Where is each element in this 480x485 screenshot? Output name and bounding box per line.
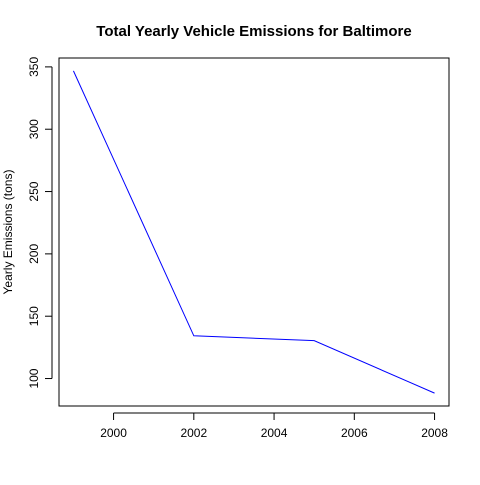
y-tick-label: 300 [27, 119, 41, 139]
x-tick-label: 2008 [421, 426, 448, 440]
y-tick-label: 150 [27, 306, 41, 326]
y-tick-label: 100 [27, 368, 41, 388]
x-tick-label: 2006 [341, 426, 368, 440]
y-tick-label: 350 [27, 57, 41, 77]
x-tick-label: 2004 [261, 426, 288, 440]
y-axis: 100 150 200 250 300 350 [27, 57, 53, 389]
y-axis-label: Yearly Emissions (tons) [1, 170, 15, 295]
y-tick-label: 200 [27, 244, 41, 264]
series-line [72, 70, 435, 394]
chart-title: Total Yearly Vehicle Emissions for Balti… [96, 23, 411, 40]
plot-box [58, 57, 450, 407]
x-axis: 2000 2002 2004 2006 2008 [100, 412, 448, 440]
x-tick-label: 2002 [180, 426, 207, 440]
y-tick-label: 250 [27, 181, 41, 201]
series-layer [72, 70, 435, 394]
x-tick-label: 2000 [100, 426, 127, 440]
